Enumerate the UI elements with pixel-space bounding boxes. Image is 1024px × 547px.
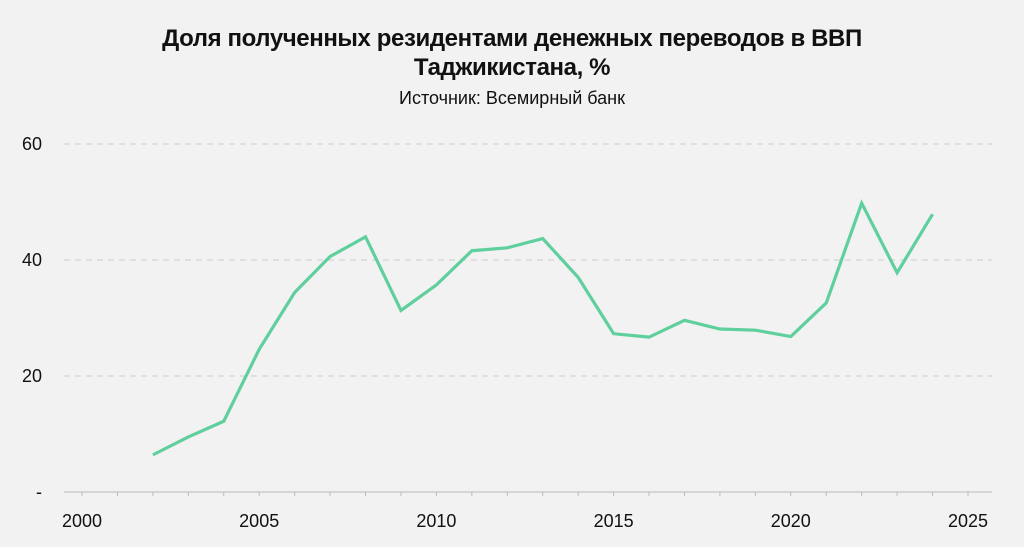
y-tick-label: 60 <box>22 134 42 154</box>
grid-lines <box>64 143 992 377</box>
x-tick-label: 2005 <box>239 511 279 531</box>
x-tick-label: 2025 <box>948 511 988 531</box>
y-tick-label: 40 <box>22 250 42 270</box>
chart-title-line1: Доля полученных резидентами денежных пер… <box>162 25 862 52</box>
series-layer <box>152 199 934 457</box>
x-axis-labels: 2000 2005 2010 2015 2020 2025 <box>62 511 988 531</box>
y-tick-label: 20 <box>22 366 42 386</box>
chart-subtitle: Источник: Всемирный банк <box>399 88 625 108</box>
chart-title-line2: Таджикистана, % <box>413 54 611 81</box>
y-axis-labels: - 20 40 60 <box>22 134 42 502</box>
x-tick-label: 2020 <box>771 511 811 531</box>
y-tick-label: - <box>36 482 42 502</box>
x-tick-label: 2000 <box>62 511 102 531</box>
x-tick-label: 2015 <box>594 511 634 531</box>
x-tick-label: 2010 <box>416 511 456 531</box>
series-line <box>152 199 934 457</box>
x-axis <box>64 491 992 496</box>
